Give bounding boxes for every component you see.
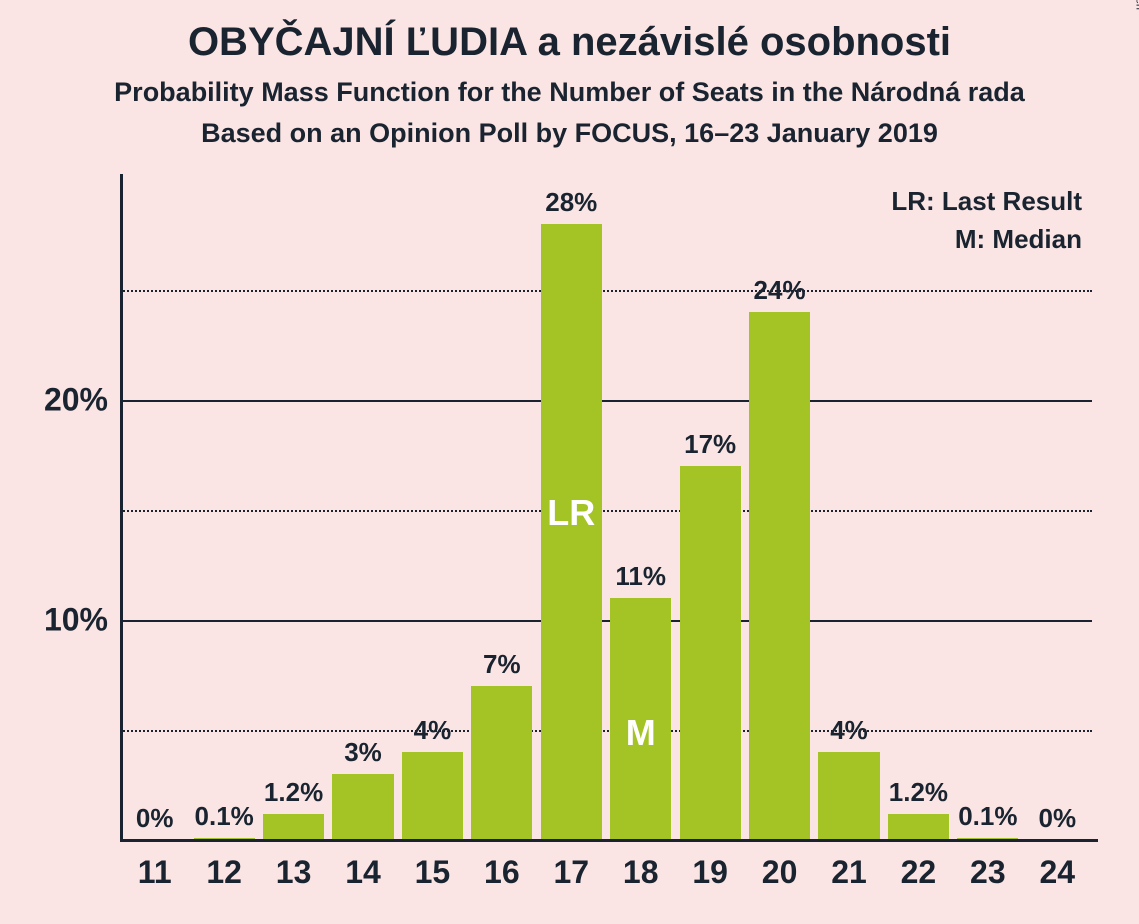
- chart-subtitle-1: Probability Mass Function for the Number…: [0, 65, 1139, 108]
- x-tick-label: 15: [415, 840, 451, 891]
- grid-major: [120, 400, 1092, 402]
- x-tick-label: 24: [1039, 840, 1075, 891]
- bar-annotation: LR: [547, 492, 595, 534]
- x-tick-label: 14: [345, 840, 381, 891]
- x-tick-label: 22: [901, 840, 937, 891]
- x-tick-label: 11: [138, 840, 172, 891]
- bar: 7%: [471, 686, 532, 840]
- grid-minor: [120, 290, 1092, 292]
- bar: 1.2%: [263, 814, 324, 840]
- bar-annotation: M: [626, 712, 656, 754]
- bar: 4%: [402, 752, 463, 840]
- bar-value-label: 0%: [1038, 803, 1076, 840]
- bar-value-label: 1.2%: [889, 777, 948, 814]
- bar-value-label: 11%: [615, 561, 666, 598]
- copyright-text: © 2020 Filip van Laenen: [1133, 0, 1139, 10]
- bar-value-label: 28%: [545, 187, 597, 224]
- x-axis: [120, 839, 1098, 842]
- x-tick-label: 12: [206, 840, 242, 891]
- y-tick-label: 10%: [44, 602, 120, 639]
- y-tick-label: 20%: [44, 382, 120, 419]
- bar-value-label: 7%: [483, 649, 521, 686]
- bar-value-label: 1.2%: [264, 777, 323, 814]
- bar-value-label: 4%: [830, 715, 868, 752]
- x-tick-label: 18: [623, 840, 659, 891]
- bar-value-label: 17%: [684, 429, 736, 466]
- x-tick-label: 20: [762, 840, 798, 891]
- bar: 1.2%: [888, 814, 949, 840]
- x-tick-label: 13: [276, 840, 312, 891]
- legend-m: M: Median: [955, 224, 1082, 255]
- bar-value-label: 0%: [136, 803, 174, 840]
- bar-value-label: 0.1%: [958, 801, 1017, 838]
- grid-minor: [120, 730, 1092, 732]
- x-tick-label: 17: [553, 840, 589, 891]
- chart-plot-area: 10%20%0%110.1%121.2%133%144%157%1628%171…: [120, 180, 1092, 840]
- x-tick-label: 23: [970, 840, 1006, 891]
- bar: 17%: [680, 466, 741, 840]
- legend-lr: LR: Last Result: [891, 186, 1082, 217]
- grid-major: [120, 620, 1092, 622]
- chart-subtitle-2: Based on an Opinion Poll by FOCUS, 16–23…: [0, 108, 1139, 149]
- x-tick-label: 19: [692, 840, 728, 891]
- bar: 3%: [332, 774, 393, 840]
- bar-value-label: 4%: [414, 715, 452, 752]
- x-tick-label: 21: [831, 840, 867, 891]
- y-axis: [120, 174, 123, 840]
- bar-value-label: 24%: [754, 275, 806, 312]
- bar: 4%: [818, 752, 879, 840]
- bar: 24%: [749, 312, 810, 840]
- bar-value-label: 0.1%: [195, 801, 254, 838]
- bar-value-label: 3%: [344, 737, 382, 774]
- grid-minor: [120, 510, 1092, 512]
- x-tick-label: 16: [484, 840, 520, 891]
- chart-title: OBYČAJNÍ ĽUDIA a nezávislé osobnosti: [0, 0, 1139, 65]
